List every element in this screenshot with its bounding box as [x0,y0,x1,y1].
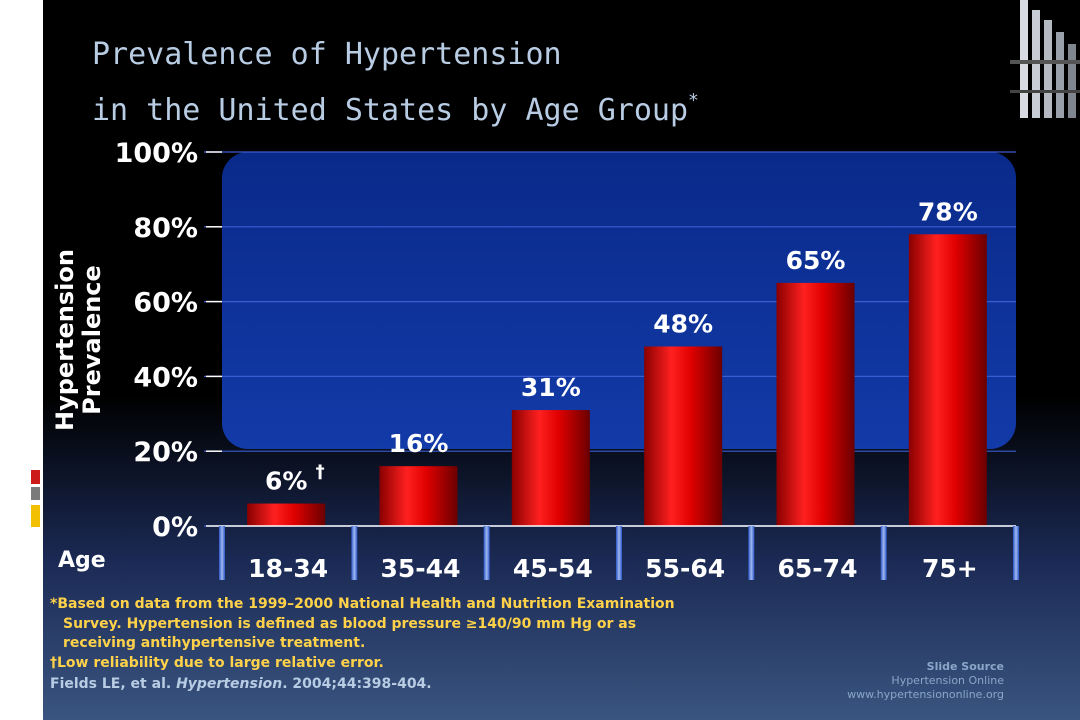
strip-mark-red [31,470,40,484]
bar [908,234,987,526]
category-label: 18-34 [248,554,328,583]
source-name: Hypertension Online [891,674,1004,687]
citation-journal: Hypertension [176,676,283,692]
category-label: 35-44 [381,554,461,583]
y-axis-ticks: 0% 20% 40% 60% 80% 100% [115,138,222,543]
footnotes: *Based on data from the 1999–2000 Nation… [50,595,810,673]
value-label: 31% [521,373,581,402]
value-label: 65% [786,246,846,275]
citation-details: . 2004;44:398-404. [282,676,432,692]
y-tick-label: 80% [133,213,198,244]
category-divider [616,526,622,580]
bar [379,466,458,526]
footnote-definition-line-2: Survey. Hypertension is defined as blood… [63,615,637,632]
category-label: 55-64 [645,554,725,583]
value-label: 16% [389,429,449,458]
slide-source: Slide Source Hypertension Online www.hyp… [847,660,1004,702]
value-label: 6% [265,467,307,496]
value-label: 78% [918,197,978,226]
value-labels: 6% † 16% 31% 48% 65% 78% [265,197,978,495]
dagger-mark: † [316,462,325,483]
y-axis-title-line-1: Hypertension [51,249,79,431]
category-label: 45-54 [513,554,593,583]
y-axis-title: Hypertension Prevalence [51,240,122,440]
y-tick-label: 40% [133,362,198,393]
category-divider [483,526,490,580]
source-header: Slide Source [926,660,1004,673]
y-tick-label: 20% [133,437,198,468]
footnote-definition-line-1: *Based on data from the 1999–2000 Nation… [50,596,675,612]
title-line-1: Prevalence of Hypertension [92,37,562,72]
category-divider [880,526,887,580]
footnote-definition-line-3: receiving antihypertensive treatment. [63,635,366,651]
footnote-reliability: †Low reliability due to large relative e… [50,654,384,671]
y-tick-label: 100% [115,138,198,169]
bar [247,503,326,526]
left-decoration-strip [0,0,43,720]
x-axis-title: Age [58,548,106,573]
bars [247,234,987,526]
value-label: 48% [653,309,713,338]
category-divider [351,526,358,580]
category-label: 65-74 [778,554,858,583]
citation-authors: Fields LE, et al. [50,676,177,692]
citation: Fields LE, et al. Hypertension. 2004;44:… [50,676,432,692]
title-line-2: in the United States by Age Group* [92,90,699,128]
source-url[interactable]: www.hypertensiononline.org [847,688,1004,701]
strip-mark-gray [31,487,40,500]
slide-title: Prevalence of Hypertension in the United… [92,32,699,134]
category-label: 75+ [922,554,978,583]
plot-panel [222,152,1016,449]
category-divider [748,526,755,580]
corner-grid-icon [1010,0,1080,118]
bar [776,282,855,526]
y-tick-label: 0% [152,512,198,543]
category-divider [1013,526,1019,580]
y-axis-title-line-2: Prevalence [78,265,106,415]
strip-mark-yellow [31,505,40,527]
category-divider [219,526,225,580]
y-tick-label: 60% [133,288,198,319]
bar [644,346,723,526]
category-axis: 18-34 35-44 45-54 55-64 65-74 75+ [219,525,1019,583]
bar [511,410,590,526]
title-asterisk: * [688,90,699,111]
